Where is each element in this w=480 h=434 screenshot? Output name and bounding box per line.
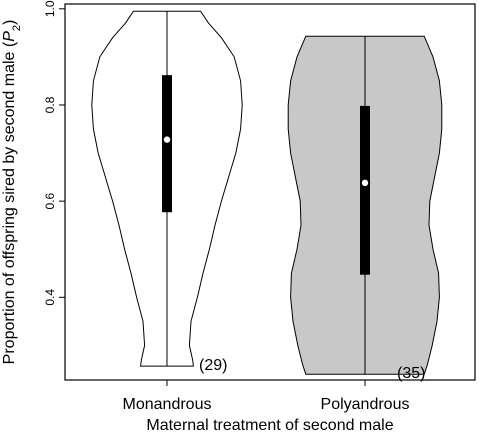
violins: (29) (35) [91, 10, 443, 382]
y-axis-title-suffix: ) [1, 20, 18, 25]
y-tick-label: 0.6 [43, 192, 57, 209]
median-point [361, 179, 369, 187]
sample-size-label: (35) [397, 365, 425, 382]
y-axis: 0.4 0.6 0.8 1.0 [43, 0, 65, 306]
sample-size-label: (29) [199, 357, 227, 374]
y-tick-label: 0.4 [43, 289, 57, 306]
y-axis-title: Proportion of offspring sired by second … [1, 20, 23, 365]
y-tick-label: 1.0 [43, 0, 57, 17]
y-axis-title-symbol: P [1, 31, 18, 42]
iqr-box [360, 105, 370, 275]
plot-frame [64, 3, 476, 381]
y-axis-title-subscript: 2 [11, 25, 23, 31]
iqr-box [162, 75, 172, 213]
x-category-label: Polyandrous [321, 396, 410, 413]
x-axis: Monandrous Polyandrous [123, 380, 410, 413]
x-category-label: Monandrous [123, 396, 212, 413]
y-axis-title-prefix: Proportion of offspring sired by second … [1, 41, 18, 364]
x-axis-title: Maternal treatment of second male [146, 417, 393, 434]
median-point [163, 136, 171, 143]
y-tick-label: 0.8 [43, 96, 57, 113]
